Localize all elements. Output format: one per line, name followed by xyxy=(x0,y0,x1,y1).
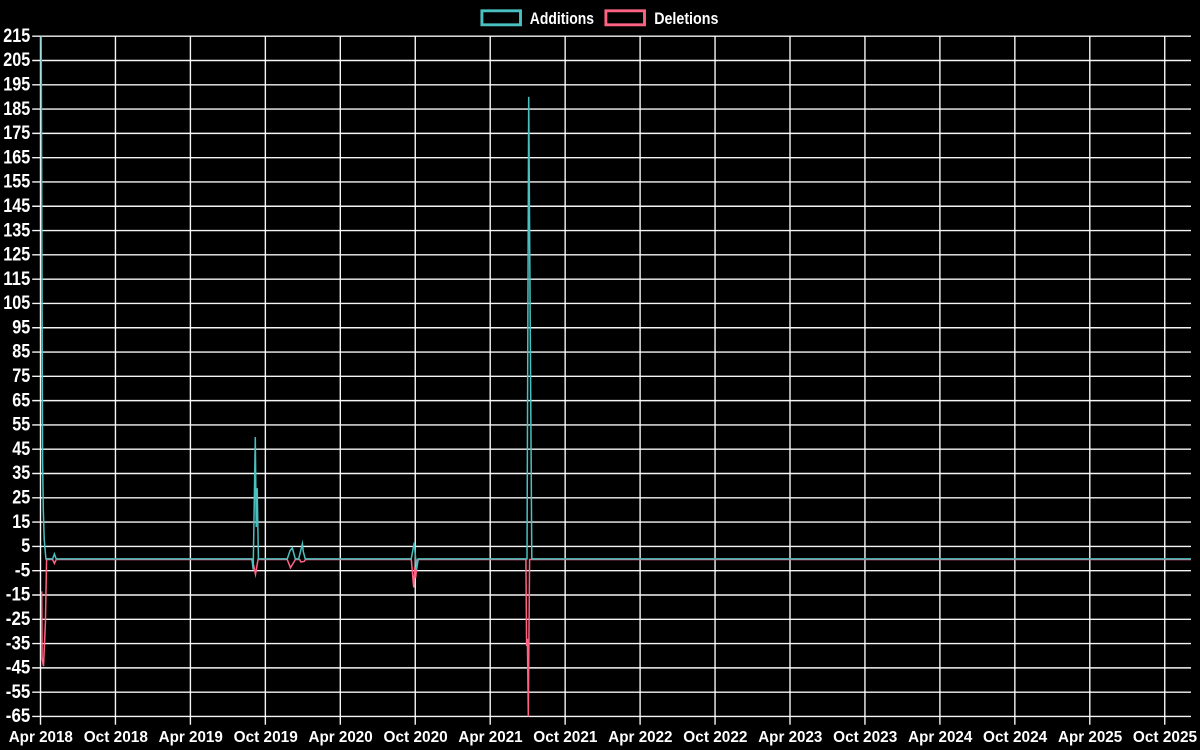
svg-text:Apr 2025: Apr 2025 xyxy=(1058,729,1122,746)
svg-text:Oct 2018: Oct 2018 xyxy=(84,729,148,746)
svg-text:125: 125 xyxy=(3,245,30,266)
svg-text:-45: -45 xyxy=(6,658,31,679)
svg-text:35: 35 xyxy=(12,463,30,484)
svg-text:115: 115 xyxy=(3,269,30,290)
svg-text:-65: -65 xyxy=(6,706,31,727)
svg-text:25: 25 xyxy=(12,488,30,509)
svg-text:85: 85 xyxy=(12,342,30,363)
svg-text:-35: -35 xyxy=(6,633,31,654)
svg-text:45: 45 xyxy=(12,439,30,460)
svg-text:105: 105 xyxy=(3,293,30,314)
svg-text:Oct 2025: Oct 2025 xyxy=(1133,729,1197,746)
svg-text:Apr 2018: Apr 2018 xyxy=(9,729,73,746)
svg-text:5: 5 xyxy=(21,536,30,557)
svg-text:Oct 2024: Oct 2024 xyxy=(983,729,1047,746)
svg-text:195: 195 xyxy=(3,75,30,96)
svg-text:Oct 2022: Oct 2022 xyxy=(683,729,747,746)
svg-text:Apr 2021: Apr 2021 xyxy=(458,729,522,746)
svg-text:15: 15 xyxy=(12,512,30,533)
svg-text:Additions: Additions xyxy=(530,9,594,28)
svg-text:175: 175 xyxy=(3,123,30,144)
svg-text:Apr 2022: Apr 2022 xyxy=(608,729,672,746)
svg-text:Oct 2023: Oct 2023 xyxy=(833,729,897,746)
svg-text:165: 165 xyxy=(3,147,30,168)
svg-text:135: 135 xyxy=(3,220,30,241)
svg-text:145: 145 xyxy=(3,196,30,217)
svg-text:55: 55 xyxy=(12,415,30,436)
svg-text:205: 205 xyxy=(3,50,30,71)
svg-text:65: 65 xyxy=(12,390,30,411)
svg-text:Oct 2021: Oct 2021 xyxy=(533,729,597,746)
svg-text:Apr 2023: Apr 2023 xyxy=(758,729,822,746)
svg-text:Apr 2020: Apr 2020 xyxy=(309,729,373,746)
svg-text:-15: -15 xyxy=(6,585,31,606)
svg-text:-55: -55 xyxy=(6,682,31,703)
svg-text:Oct 2020: Oct 2020 xyxy=(384,729,448,746)
svg-text:75: 75 xyxy=(12,366,30,387)
svg-text:Deletions: Deletions xyxy=(654,9,718,28)
svg-text:Apr 2024: Apr 2024 xyxy=(908,729,972,746)
svg-text:95: 95 xyxy=(12,317,30,338)
svg-text:Apr 2019: Apr 2019 xyxy=(159,729,223,746)
svg-text:155: 155 xyxy=(3,172,30,193)
svg-text:-5: -5 xyxy=(15,560,31,581)
svg-text:-25: -25 xyxy=(6,609,31,630)
svg-text:185: 185 xyxy=(3,99,30,120)
svg-text:215: 215 xyxy=(3,26,30,47)
svg-text:Oct 2019: Oct 2019 xyxy=(234,729,298,746)
